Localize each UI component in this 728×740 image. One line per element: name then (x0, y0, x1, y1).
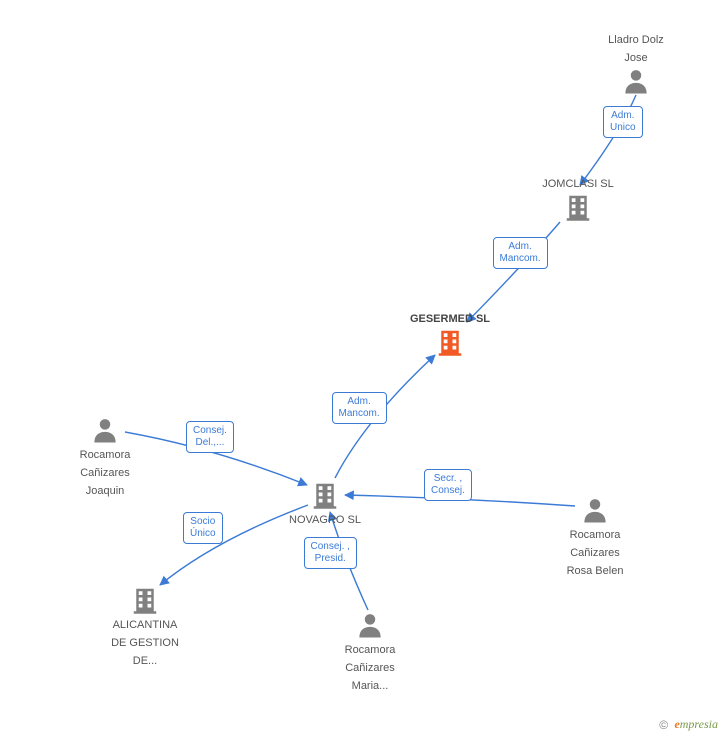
copyright: © empresia (659, 717, 718, 732)
edge-label-e_rosa_novagro: Secr. , Consej. (424, 469, 472, 501)
edge-label-e_joaquin_novagro: Consej. Del.,... (186, 421, 234, 453)
edge-label-e_novagro_gesermed: Adm. Mancom. (332, 392, 387, 424)
copyright-rest: mpresia (680, 717, 718, 731)
copyright-symbol: © (659, 718, 668, 732)
edge-label-e_jomclasi_gesermed: Adm. Mancom. (493, 237, 548, 269)
edge-label-e_novagro_alicantina: Socio Único (183, 512, 223, 544)
edge-label-e_maria_novagro: Consej. , Presid. (304, 537, 357, 569)
edge-label-e_lladro_jomclasi: Adm. Unico (603, 106, 643, 138)
